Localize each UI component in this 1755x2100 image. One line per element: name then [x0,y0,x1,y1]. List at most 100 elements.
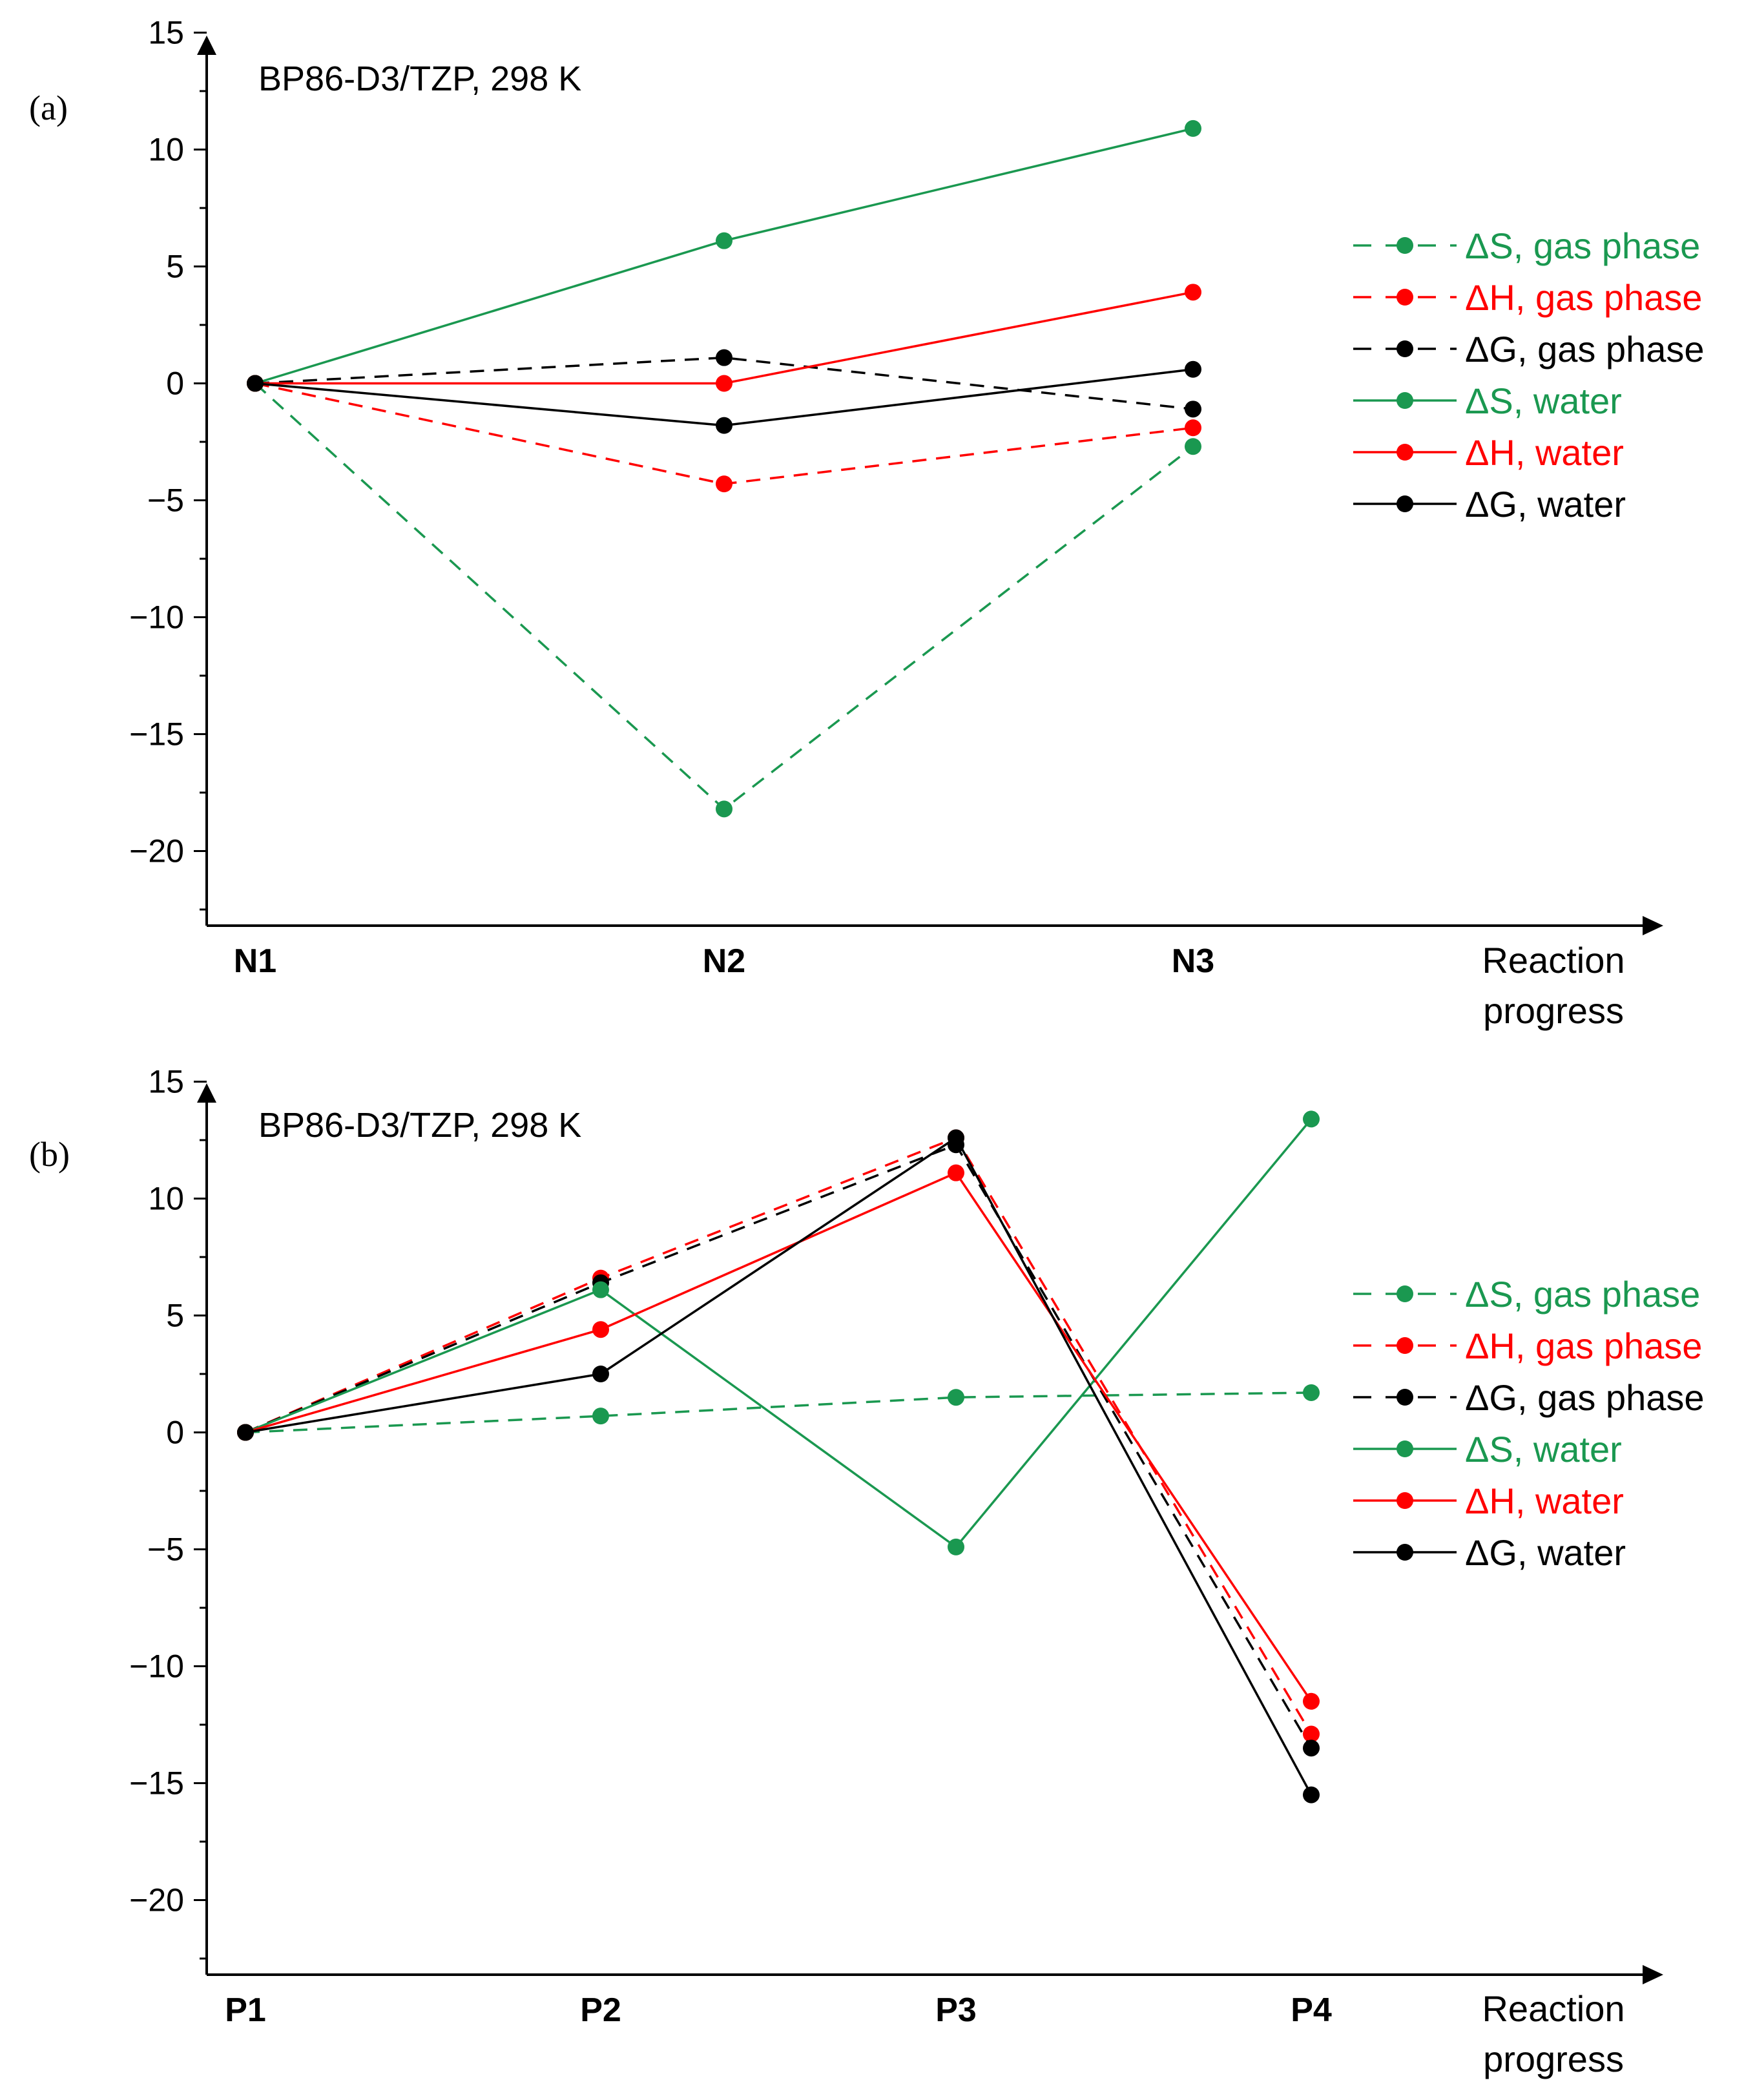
data-point [1185,284,1201,301]
legend-item: ΔS, gas phase [1353,1274,1700,1315]
chart-panel-a: (a) BP86-D3/TZP, 298 K −20 −15 −10 −5 0 5 10 15 N1… [29,15,1705,1032]
y-tick-label: −15 [129,1765,184,1802]
data-point [716,417,732,434]
x-tick-label: N1 [234,942,276,980]
series-line [245,1136,1313,1735]
series-line [254,127,1194,385]
x-axis-label: Reaction [1482,1988,1625,2029]
legend-label: ΔS, gas phase [1465,225,1700,266]
legend-item: ΔH, water [1353,1481,1624,1521]
data-point [948,1129,964,1147]
legend-item: ΔS, water [1353,380,1622,421]
x-axis-label: progress [1483,990,1624,1031]
legend-marker [1397,1440,1413,1457]
legend-marker [1397,1544,1413,1561]
x-axis-label: Reaction [1482,940,1625,981]
x-tick-label: P3 [935,1991,977,2029]
data-point [1185,360,1201,378]
x-tick-label: N3 [1172,942,1214,980]
data-point [948,1538,964,1555]
y-tick-label: −10 [129,599,184,636]
axes: −20 −15 −10 −5 0 5 10 15 P1 P2 P3 P4 Reaction progres… [129,1064,1663,2079]
legend-item: ΔG, gas phase [1353,329,1705,369]
data-point [592,1408,609,1425]
y-axis-arrowhead [197,1083,216,1103]
data-point [592,1281,609,1298]
legend-label: ΔH, water [1465,432,1624,473]
legend-marker [1397,1337,1413,1354]
panel-label: (b) [29,1135,70,1174]
x-tick-label: P4 [1291,1991,1332,2029]
legend-label: ΔS, water [1465,380,1622,421]
series-line [245,1136,1313,1796]
legend-marker [1397,1492,1413,1509]
data-point [1303,1384,1320,1401]
legend-marker [1397,495,1413,512]
data-point [237,1424,254,1441]
series-line [245,1171,1313,1702]
legend-marker [1397,1285,1413,1302]
legend-marker [1397,340,1413,357]
y-tick-label: −20 [129,833,184,869]
data-point [1185,419,1201,437]
data-point [592,1321,609,1338]
y-tick-label: 5 [166,249,184,285]
legend: ΔS, gas phase ΔH, gas phase ΔG, gas phase Δ… [1353,225,1705,525]
legend-item: ΔG, gas phase [1353,1377,1705,1418]
legend-item: ΔS, water [1353,1429,1622,1470]
data-point [716,232,732,249]
legend-label: ΔH, water [1465,1481,1624,1521]
x-axis-arrowhead [1643,1965,1663,1984]
data-point [1185,438,1201,455]
data-point [592,1366,609,1382]
data-point [948,1389,964,1406]
legend-item: ΔG, water [1353,484,1626,525]
legend-label: ΔH, gas phase [1465,277,1702,318]
legend-marker [1397,289,1413,306]
data-point [948,1164,964,1181]
data-point [716,349,732,366]
data-point [716,475,732,493]
legend-marker [1397,237,1413,254]
y-tick-label: −10 [129,1648,184,1685]
legend-marker [1397,444,1413,461]
legend-item: ΔH, gas phase [1353,277,1702,318]
panel-label: (a) [29,88,68,127]
data-point [1303,1725,1320,1743]
legend-item: ΔS, gas phase [1353,225,1700,266]
legend-label: ΔG, water [1465,1532,1626,1573]
y-axis-arrowhead [197,36,216,55]
condition-label: BP86-D3/TZP, 298 K [258,59,581,98]
data-point [716,800,732,818]
legend-item: ΔH, gas phase [1353,1325,1702,1366]
data-point [1303,1786,1320,1804]
y-tick-label: 5 [166,1298,184,1334]
legend-label: ΔS, gas phase [1465,1274,1700,1315]
series-line [245,1391,1312,1434]
data-point [1185,400,1201,418]
series-line [254,382,1194,811]
axes: −20 −15 −10 −5 0 5 10 15 N1 N2 N3 Reaction progress [129,15,1663,1031]
plot-area [237,1110,1320,1804]
y-tick-label: 0 [166,366,184,402]
data-point [1303,1110,1320,1128]
y-tick-label: 10 [148,132,184,168]
series-line [245,1143,1313,1749]
data-point [1303,1740,1320,1757]
series-line [245,1118,1313,1548]
y-tick-label: −5 [147,1532,184,1568]
y-tick-label: 15 [148,15,184,51]
data-point [1303,1692,1320,1710]
legend-marker [1397,1389,1413,1406]
legend-label: ΔS, water [1465,1429,1622,1470]
series-line [255,291,1194,385]
y-tick-label: 10 [148,1181,184,1217]
y-tick-label: 15 [148,1064,184,1100]
y-tick-label: 0 [166,1415,184,1451]
x-axis-label: progress [1483,2039,1624,2079]
chart-panel-b: (b) BP86-D3/TZP, 298 K −20 −15 −10 −5 0 5 10 15 P1… [29,1064,1705,2080]
legend-marker [1397,392,1413,409]
data-point [247,375,264,392]
x-tick-label: N2 [703,942,745,980]
